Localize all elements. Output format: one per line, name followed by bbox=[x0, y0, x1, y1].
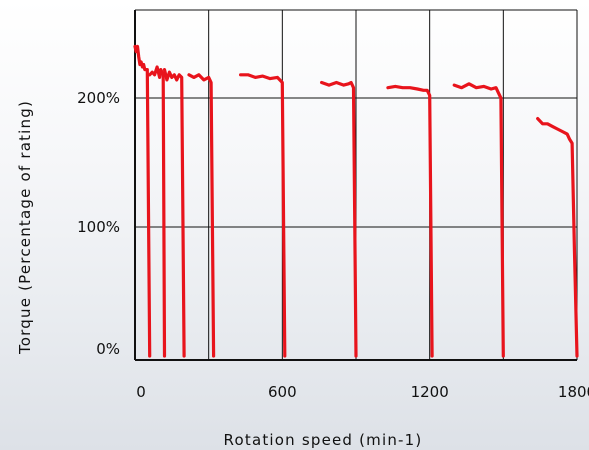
torque-curve-segment-3 bbox=[162, 67, 186, 358]
torque-curve-segment-7 bbox=[386, 84, 434, 358]
torque-curve-segment-6 bbox=[320, 80, 358, 358]
y-axis-label: Torque (Percentage of rating) bbox=[16, 100, 34, 355]
x-tick-label: 600 bbox=[268, 383, 297, 401]
torque-curve-segment-5 bbox=[239, 73, 287, 358]
y-tick-label: 0% bbox=[96, 340, 120, 358]
torque-curve-segment-9 bbox=[536, 116, 579, 358]
torque-curve-segment-1 bbox=[133, 44, 152, 358]
x-tick-label: 1200 bbox=[411, 383, 449, 401]
series-layer bbox=[133, 44, 579, 358]
torque-curve-segment-8 bbox=[452, 82, 505, 358]
y-tick-label: 200% bbox=[77, 89, 120, 107]
x-tick-label: 0 bbox=[136, 383, 146, 401]
x-axis-label: Rotation speed (min-1) bbox=[224, 431, 423, 449]
torque-curve-segment-2 bbox=[148, 65, 167, 358]
torque-curve-segment-4 bbox=[187, 73, 216, 358]
y-tick-label: 100% bbox=[77, 218, 120, 236]
